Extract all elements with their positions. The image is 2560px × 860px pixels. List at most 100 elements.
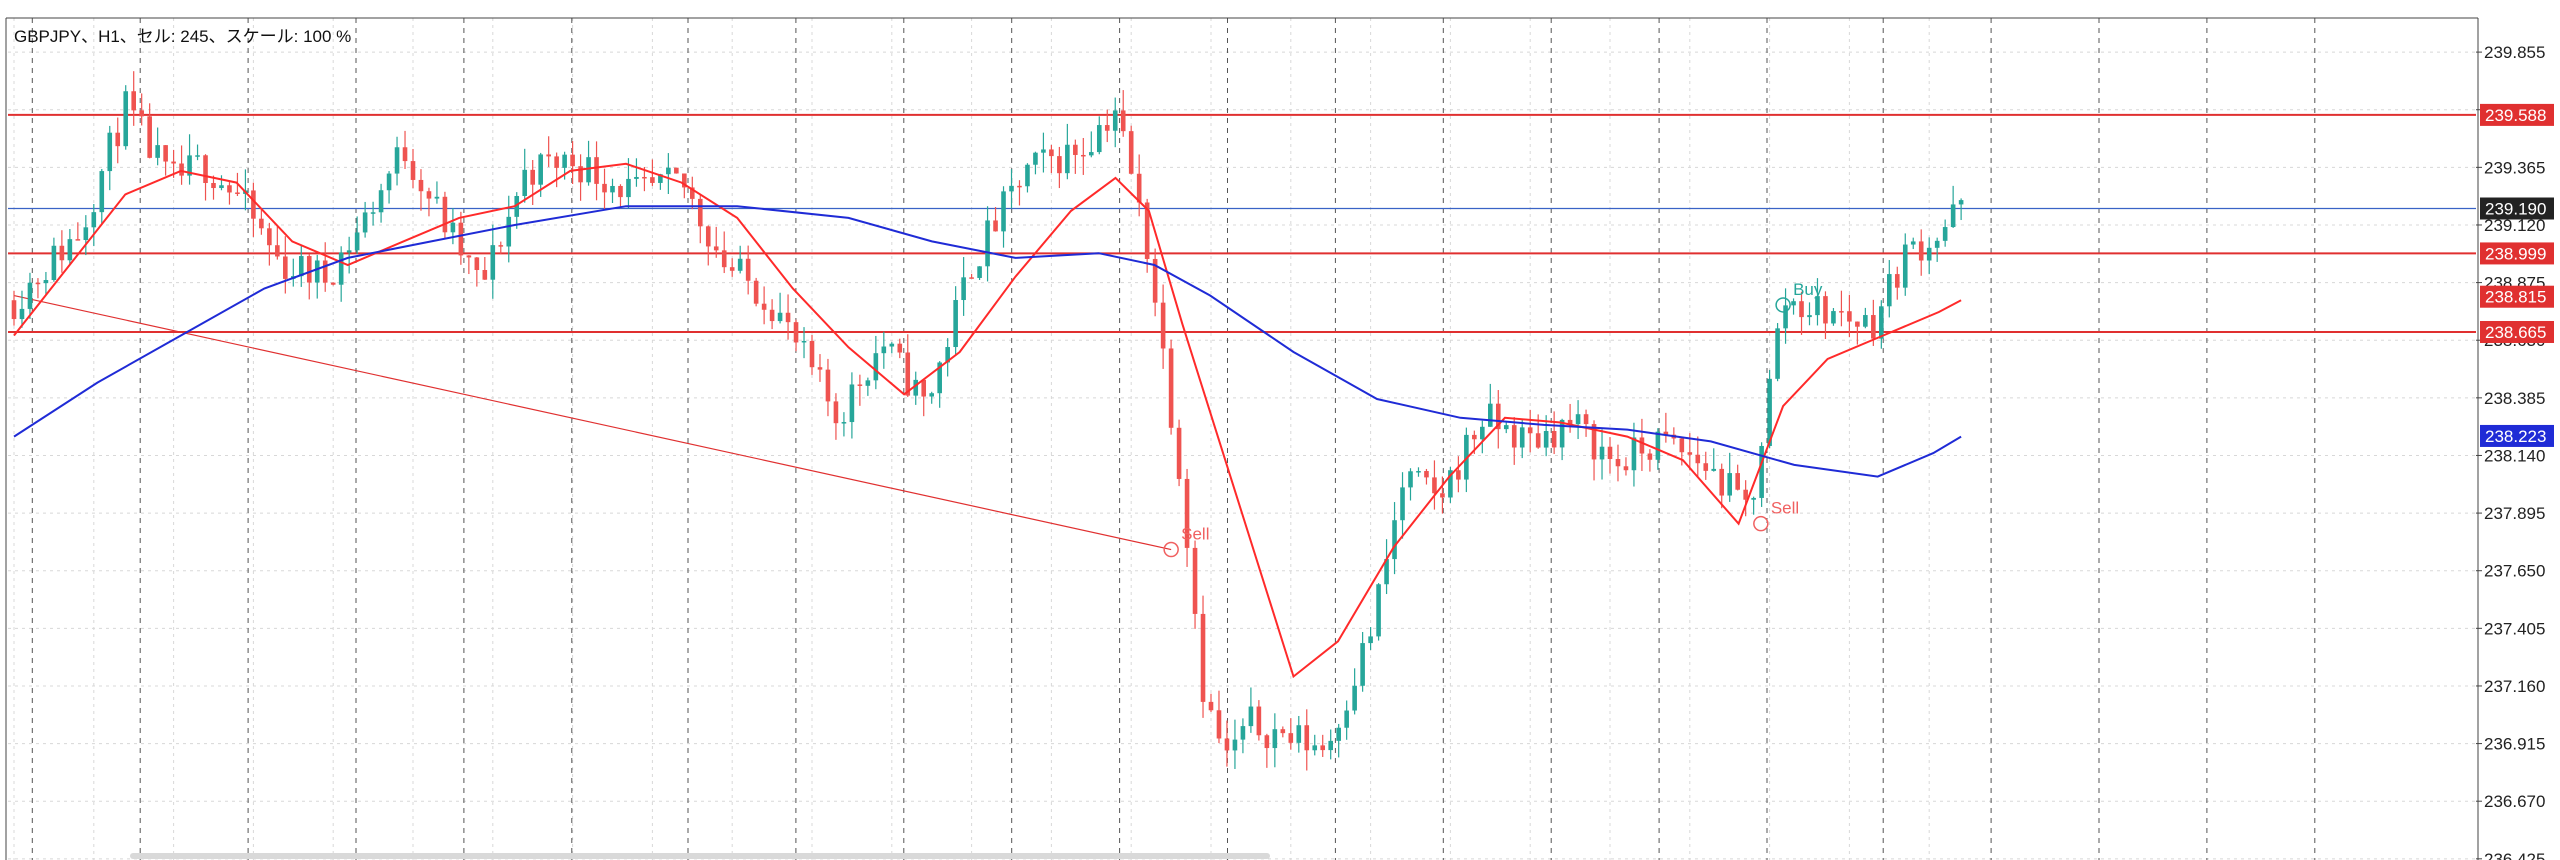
candle-bear bbox=[275, 245, 280, 257]
candle-bear bbox=[1894, 274, 1900, 288]
candle-bull bbox=[450, 222, 456, 233]
candle-bear bbox=[817, 367, 823, 370]
y-tick-label: 237.895 bbox=[2484, 504, 2545, 523]
candle-bear bbox=[1847, 311, 1852, 322]
candle-bull bbox=[338, 252, 344, 285]
candle-bear bbox=[1703, 463, 1709, 471]
candle-bull bbox=[1879, 306, 1884, 339]
candle-bull bbox=[1831, 311, 1836, 324]
candle-bull bbox=[1815, 296, 1820, 316]
candle-bull bbox=[67, 239, 73, 261]
candle-bear bbox=[474, 257, 480, 271]
candles bbox=[11, 71, 1964, 771]
candle-bear bbox=[147, 116, 152, 158]
candle-bull bbox=[865, 380, 871, 386]
trendline[interactable] bbox=[13, 294, 1172, 551]
candle-bull bbox=[1376, 584, 1381, 637]
candle-bear bbox=[1535, 433, 1541, 448]
price-tag-238.999-bg bbox=[2480, 242, 2554, 265]
candle-bear bbox=[1615, 459, 1621, 467]
candle-bear bbox=[721, 250, 727, 268]
candle-bear bbox=[1871, 315, 1876, 339]
candle-bull bbox=[1655, 431, 1661, 460]
candle-bull bbox=[1958, 200, 1964, 205]
candle-bear bbox=[115, 132, 121, 147]
candle-bull bbox=[985, 220, 990, 267]
candle-bull bbox=[1065, 144, 1070, 174]
price-tag-239.588-bg bbox=[2480, 103, 2554, 126]
candle-bull bbox=[626, 178, 631, 198]
candle-bull bbox=[1775, 328, 1780, 379]
buy-signal-marker-2 bbox=[1775, 297, 1791, 313]
candle-bear bbox=[1160, 302, 1166, 349]
y-tick-label: 237.160 bbox=[2484, 677, 2545, 696]
candle-bear bbox=[690, 187, 695, 199]
grid bbox=[8, 18, 2476, 860]
candle-bear bbox=[482, 270, 488, 280]
candle-bull bbox=[777, 312, 783, 322]
price-axis[interactable]: 239.855239.610239.365239.120238.875238.6… bbox=[2476, 43, 2545, 860]
candle-bull bbox=[610, 185, 615, 193]
candle-bear bbox=[674, 167, 679, 174]
chart-info-label: GBPJPY、H1、セル: 245、スケール: 100 % bbox=[14, 27, 351, 46]
candle-bull bbox=[1543, 431, 1549, 448]
candle-bear bbox=[570, 154, 575, 167]
price-tag-238.223-bg bbox=[2480, 424, 2554, 447]
candle-bull bbox=[219, 185, 224, 189]
candle-bull bbox=[1807, 315, 1812, 318]
candle-bull bbox=[91, 212, 97, 228]
candle-bear bbox=[1216, 710, 1222, 739]
candle-bear bbox=[442, 196, 448, 233]
candle-bear bbox=[1320, 745, 1326, 751]
candle-bull bbox=[929, 393, 934, 397]
candle-bull bbox=[873, 353, 879, 381]
candle-bull bbox=[1352, 685, 1357, 711]
candle-bear bbox=[1144, 202, 1150, 259]
candle-bear bbox=[1735, 473, 1740, 490]
candle-bull bbox=[107, 132, 113, 172]
candle-bear bbox=[1591, 424, 1597, 460]
sell-signal-label-1: Sell bbox=[1771, 499, 1799, 518]
candle-bear bbox=[1918, 241, 1924, 261]
candle-bull bbox=[1902, 244, 1908, 288]
signals: Sell Sell Buy bbox=[1163, 280, 1823, 558]
candle-bear bbox=[458, 222, 464, 256]
candle-bear bbox=[969, 277, 974, 279]
candle-bull bbox=[1503, 425, 1509, 430]
candle-bear bbox=[1424, 471, 1429, 478]
horizontal-lines[interactable] bbox=[8, 113, 2476, 333]
candle-bear bbox=[1839, 311, 1844, 313]
candle-bear bbox=[642, 176, 647, 179]
candle-bear bbox=[410, 161, 416, 180]
price-tag-238.665: 238.665 bbox=[2485, 323, 2546, 342]
candle-bull bbox=[1783, 305, 1788, 329]
horizontal-scrollbar[interactable] bbox=[130, 853, 1270, 859]
candle-bull bbox=[1791, 301, 1796, 306]
candle-bear bbox=[306, 256, 312, 283]
candle-bear bbox=[59, 245, 65, 261]
candle-bull bbox=[1009, 185, 1014, 192]
candle-bull bbox=[1089, 152, 1094, 156]
candle-bear bbox=[1511, 425, 1517, 448]
candle-bear bbox=[833, 401, 839, 424]
candle-bull bbox=[1384, 559, 1389, 585]
candle-bear bbox=[227, 185, 232, 193]
candle-bear bbox=[203, 155, 208, 184]
y-tick-label: 236.915 bbox=[2484, 735, 2545, 754]
candle-bear bbox=[1049, 149, 1054, 157]
candle-bull bbox=[394, 147, 400, 174]
fast-moving-average-line bbox=[13, 162, 1962, 679]
candle-bear bbox=[578, 166, 583, 183]
candle-bear bbox=[761, 303, 767, 310]
candle-bull bbox=[1863, 315, 1868, 327]
candle-bear bbox=[1623, 466, 1629, 471]
candle-bear bbox=[602, 183, 607, 193]
candle-bear bbox=[785, 312, 791, 323]
candle-bull bbox=[1240, 726, 1246, 740]
candle-bear bbox=[905, 352, 911, 396]
sell-trendline[interactable] bbox=[13, 294, 1172, 551]
y-tick-label: 236.425 bbox=[2484, 850, 2545, 860]
candle-bull bbox=[1328, 740, 1333, 751]
candle-bear bbox=[1288, 733, 1294, 743]
